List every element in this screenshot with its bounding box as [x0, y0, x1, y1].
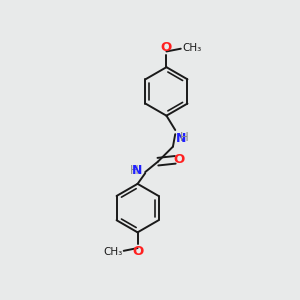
Text: CH₃: CH₃ [103, 247, 123, 257]
Text: O: O [132, 245, 143, 258]
Text: H: H [180, 131, 189, 144]
Text: N: N [176, 132, 186, 145]
Text: CH₃: CH₃ [182, 43, 201, 52]
Text: O: O [174, 153, 185, 166]
Text: O: O [161, 41, 172, 55]
Text: H: H [130, 164, 139, 177]
Text: N: N [132, 164, 142, 177]
